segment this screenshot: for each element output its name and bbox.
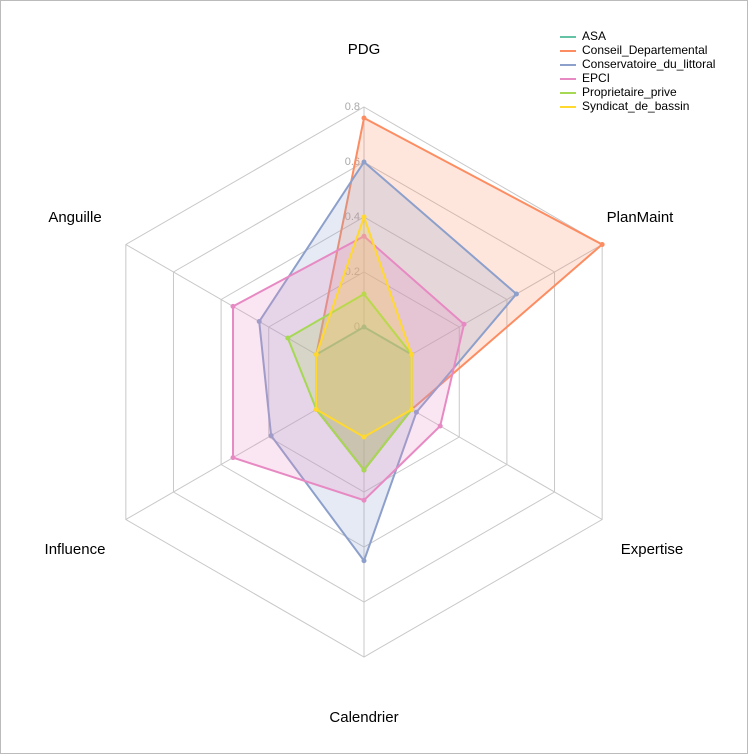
axis-label: Influence [45, 541, 106, 558]
point [437, 423, 443, 429]
point [256, 319, 262, 324]
axis-spoke [125, 409, 317, 520]
point [361, 467, 367, 473]
point [361, 291, 367, 297]
point [361, 434, 367, 440]
point [361, 214, 367, 220]
tick-label: 0.4 [345, 211, 360, 223]
axis-label: Anguille [48, 209, 101, 226]
axis-label: PlanMaint [607, 209, 675, 226]
tick-label: 0 [354, 321, 360, 333]
point [599, 242, 605, 247]
legend-label: Proprietaire_prive [582, 85, 677, 99]
point [313, 407, 319, 412]
point [409, 407, 415, 412]
point [268, 433, 274, 439]
point [513, 291, 519, 297]
point [361, 558, 367, 564]
legend-label: EPCI [582, 71, 610, 85]
axis-spoke [411, 409, 603, 520]
axis-spoke [411, 244, 603, 355]
legend-label: Conseil_Departemental [582, 43, 707, 57]
axis-label: Expertise [621, 541, 684, 558]
axis-spoke [125, 244, 317, 355]
point [361, 233, 367, 239]
axis-label: PDG [348, 41, 381, 58]
tick-label: 0.2 [345, 266, 360, 278]
tick-label: 0.8 [345, 101, 360, 113]
point [230, 455, 236, 461]
point [285, 335, 291, 341]
point [413, 409, 419, 415]
legend-label: Conservatoire_du_littoral [582, 57, 715, 71]
legend-label: Syndicat_de_bassin [582, 99, 689, 113]
point [361, 497, 367, 503]
point [361, 115, 367, 121]
legend-label: ASA [582, 29, 606, 43]
point [230, 303, 236, 309]
point [461, 321, 467, 327]
point [361, 324, 367, 330]
point [361, 159, 367, 165]
point [409, 352, 415, 357]
point [313, 352, 319, 357]
axis-label: Calendrier [329, 709, 398, 726]
